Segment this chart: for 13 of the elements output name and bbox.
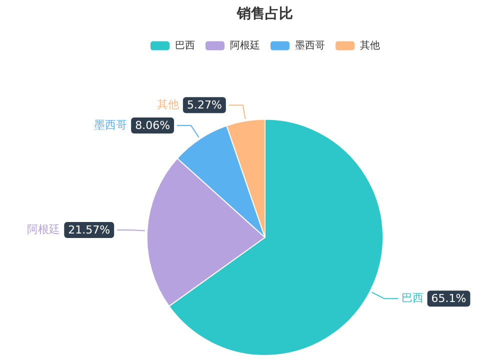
slice-label: 墨西哥	[94, 118, 128, 132]
slice-label: 其他	[156, 98, 179, 111]
data-label: 21.57%	[68, 223, 110, 236]
slice-label: 阿根廷	[27, 222, 60, 236]
legend-label: 巴西	[175, 40, 195, 52]
slice-label: 巴西	[401, 292, 424, 305]
legend-label: 阿根廷	[230, 39, 260, 52]
data-label: 8.06%	[135, 118, 170, 132]
chart-title: 销售占比	[236, 6, 293, 22]
data-label: 65.1%	[431, 292, 466, 306]
legend-label: 墨西哥	[295, 40, 325, 52]
legend-label: 其他	[360, 39, 380, 52]
data-label: 5.27%	[186, 98, 222, 112]
